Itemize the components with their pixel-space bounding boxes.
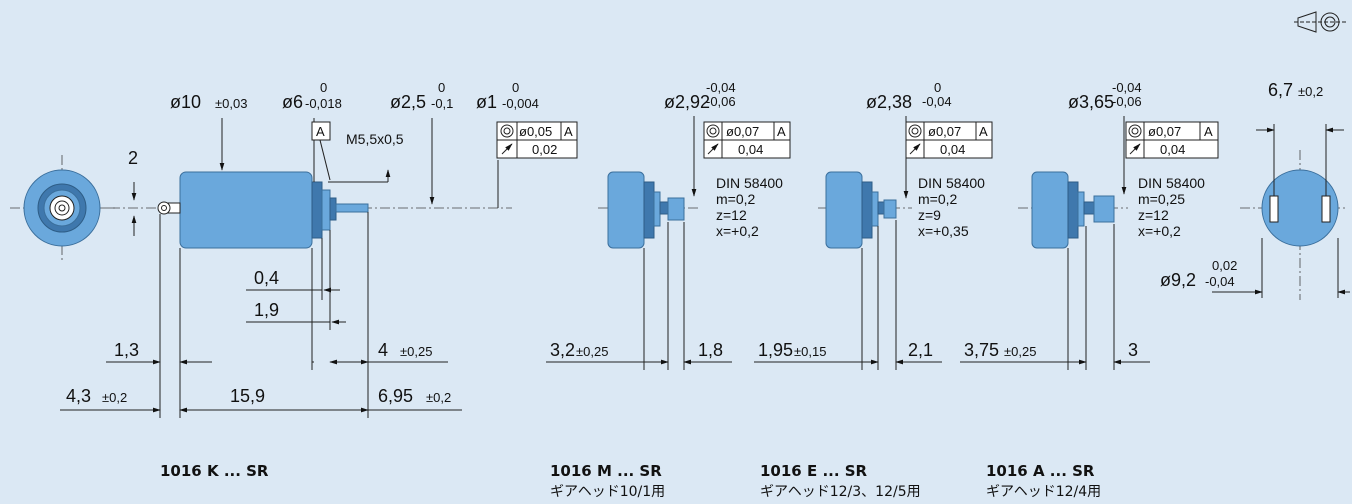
gear-m-len-a-tol: ±0,25 <box>576 344 608 359</box>
gear-m-shift: x=+0,2 <box>716 223 759 239</box>
dim-pilot-tol-lower: -0,018 <box>305 96 342 111</box>
dim-4: 4 <box>378 340 388 360</box>
gear-a-teeth: z=12 <box>1138 207 1169 223</box>
rear-dia-tol-lower: -0,04 <box>1205 274 1235 289</box>
dim-6-95-tol: ±0,2 <box>426 390 451 405</box>
rear-end-view: 6,7 ±0,2 ø9,2 0,02 -0,04 <box>1160 80 1350 300</box>
gear-m-tol-upper: -0,04 <box>706 80 736 95</box>
dim-4-3: 4,3 <box>66 386 91 406</box>
caption-a-title: 1016 A ... SR <box>986 462 1095 480</box>
projection-method-icon <box>1294 11 1348 33</box>
dim-pilot-diameter: ø6 <box>282 92 303 112</box>
tol-runout: 0,02 <box>532 142 557 157</box>
gear-e-tol-upper: 0 <box>934 80 941 95</box>
gear-a-tol-ref: A <box>1204 124 1213 139</box>
gear-a-tol-lower: -0,06 <box>1112 94 1142 109</box>
gear-a-tol-upper: -0,04 <box>1112 80 1142 95</box>
rear-width: 6,7 <box>1268 80 1293 100</box>
dim-shaft-diameter: ø1 <box>476 92 497 112</box>
gear-e-module: m=0,2 <box>918 191 958 207</box>
datum-label: A <box>316 124 325 139</box>
caption-m-title: 1016 M ... SR <box>550 462 662 480</box>
datum-box <box>311 121 331 141</box>
dim-boss-tol-lower: -0,1 <box>431 96 453 111</box>
dim-boss-tol-upper: 0 <box>438 80 445 95</box>
tol-concentricity-ref: A <box>564 124 573 139</box>
dim-15-9: 15,9 <box>230 386 265 406</box>
tolerance-frame: ø0,05 A 0,02 <box>496 121 578 159</box>
captions: 1016 K ... SR 1016 M ... SR ギアヘッド10/1用 1… <box>160 462 1101 500</box>
front-end-view <box>10 155 118 262</box>
rear-dia-tol-upper: 0,02 <box>1212 258 1237 273</box>
gear-a-len-b: 3 <box>1128 340 1138 360</box>
dim-1-3: 1,3 <box>114 340 139 360</box>
thread-label: M5,5x0,5 <box>346 131 404 147</box>
gear-e-diameter: ø2,38 <box>866 92 912 112</box>
gear-a-module: m=0,25 <box>1138 191 1185 207</box>
caption-k-title: 1016 K ... SR <box>160 462 269 480</box>
caption-a-subtitle: ギアヘッド12/4用 <box>986 484 1101 500</box>
dim-6-95: 6,95 <box>378 386 413 406</box>
gear-e-len-a: 1,95 <box>758 340 793 360</box>
gear-a-runout: 0,04 <box>1160 142 1185 157</box>
gear-view-m <box>598 171 700 370</box>
gear-m-teeth: z=12 <box>716 207 747 223</box>
gear-e-runout: 0,04 <box>940 142 965 157</box>
gear-m-module: m=0,2 <box>716 191 756 207</box>
dim-shaft-tol-upper: 0 <box>512 80 519 95</box>
tol-concentricity: ø0,05 <box>519 124 552 139</box>
dim-terminal-height: 2 <box>128 148 138 168</box>
gear-a-std: DIN 58400 <box>1138 175 1205 191</box>
gear-a-concentricity: ø0,07 <box>1148 124 1181 139</box>
dim-1-9: 1,9 <box>254 300 279 320</box>
dim-4-3-tol: ±0,2 <box>102 390 127 405</box>
dim-body-diameter: ø10 <box>170 92 201 112</box>
dim-4-tol: ±0,25 <box>400 344 432 359</box>
gear-a-len-a-tol: ±0,25 <box>1004 344 1036 359</box>
gear-e-shift: x=+0,35 <box>918 223 969 239</box>
gear-m-runout: 0,04 <box>738 142 763 157</box>
gear-m-len-a: 3,2 <box>550 340 575 360</box>
gear-e-tol-ref: A <box>979 124 988 139</box>
gear-m-len-b: 1,8 <box>698 340 723 360</box>
motor-side-view <box>110 171 512 249</box>
gear-e-std: DIN 58400 <box>918 175 985 191</box>
dim-0-4: 0,4 <box>254 268 279 288</box>
gear-e-concentricity: ø0,07 <box>928 124 961 139</box>
gear-annotations: ø2,92 -0,04 -0,06 ø0,07 A 0,04 DIN 58400… <box>546 80 1219 365</box>
gear-m-diameter: ø2,92 <box>664 92 710 112</box>
gear-e-len-b: 2,1 <box>908 340 933 360</box>
gear-m-tol-ref: A <box>777 124 786 139</box>
caption-m-subtitle: ギアヘッド10/1用 <box>550 484 665 500</box>
rear-diameter: ø9,2 <box>1160 270 1196 290</box>
gear-a-shift: x=+0,2 <box>1138 223 1181 239</box>
gear-view-a <box>1018 171 1128 370</box>
dim-body-tol: ±0,03 <box>215 96 247 111</box>
dim-pilot-tol-upper: 0 <box>320 80 327 95</box>
gear-view-e <box>818 171 912 370</box>
caption-e-title: 1016 E ... SR <box>760 462 868 480</box>
gear-e-tol-lower: -0,04 <box>922 94 952 109</box>
gear-m-tol-lower: -0,06 <box>706 94 736 109</box>
main-view-dimensions: ø10 ±0,03 ø6 0 -0,018 ø2,5 0 -0,1 ø1 0 -… <box>60 80 578 418</box>
dim-boss-diameter: ø2,5 <box>390 92 426 112</box>
rear-width-tol: ±0,2 <box>1298 84 1323 99</box>
gear-a-len-a: 3,75 <box>964 340 999 360</box>
gear-m-std: DIN 58400 <box>716 175 783 191</box>
caption-e-subtitle: ギアヘッド12/3、12/5用 <box>760 484 921 500</box>
gear-e-teeth: z=9 <box>918 207 941 223</box>
gear-a-diameter: ø3,65 <box>1068 92 1114 112</box>
gear-e-len-a-tol: ±0,15 <box>794 344 826 359</box>
dim-shaft-tol-lower: -0,004 <box>502 96 539 111</box>
gear-m-concentricity: ø0,07 <box>726 124 759 139</box>
